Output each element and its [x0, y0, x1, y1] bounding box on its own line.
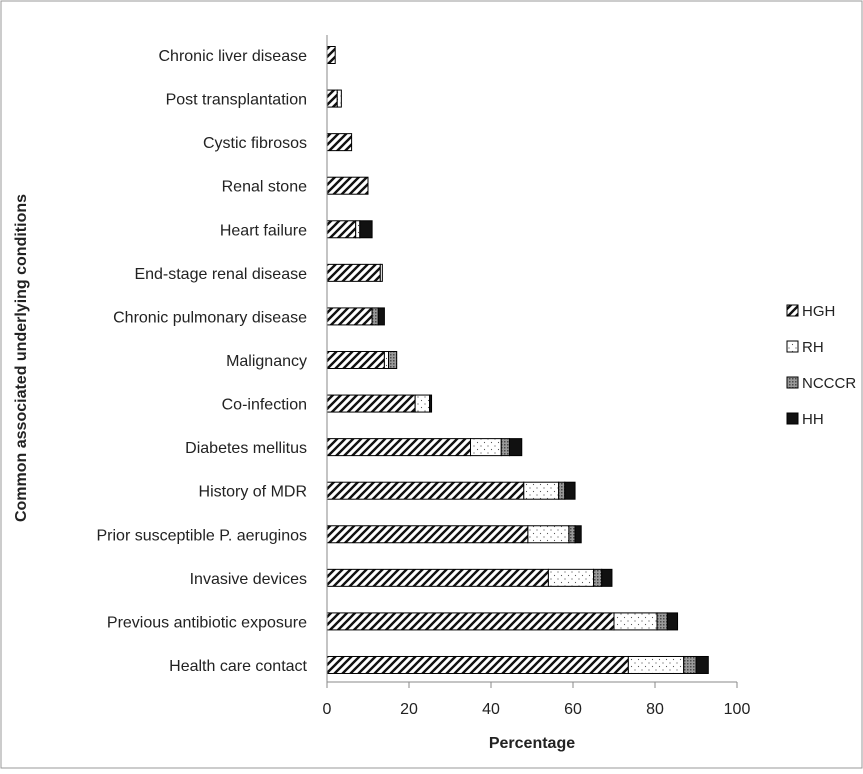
- bar-ncccr-chronic-pulmonary-disease: [371, 307, 379, 326]
- bar-hh-diabetes-mellitus: [508, 438, 523, 457]
- bar-ncccr-invasive-devices: [593, 568, 603, 587]
- bar-ncccr-previous-antibiotic-exposure: [656, 612, 668, 631]
- bar-hgh-co-infection: [326, 394, 416, 413]
- bar-hgh-previous-antibiotic-exposure: [326, 612, 615, 631]
- category-label-co-infection: Co-infection: [222, 397, 307, 414]
- bar-ncccr-diabetes-mellitus: [500, 438, 510, 457]
- category-label-cystic-fibrosos: Cystic fibrosos: [203, 135, 307, 152]
- bar-hgh-heart-failure: [326, 220, 357, 239]
- bar-ncccr-history-of-mdr: [558, 481, 566, 500]
- bar-ncccr-malignancy: [388, 350, 398, 369]
- bar-rh-end-stage-renal-disease: [379, 263, 383, 282]
- x-tick-label-0: 0: [323, 701, 332, 718]
- bar-rh-health-care-contact: [627, 655, 685, 674]
- legend-swatch-hh: [786, 412, 799, 425]
- x-tick-label-80: 80: [646, 701, 664, 718]
- bar-hgh-health-care-contact: [326, 655, 629, 674]
- bar-hgh-cystic-fibrosos: [326, 133, 353, 152]
- bar-hgh-chronic-liver-disease: [326, 46, 336, 64]
- category-label-chronic-pulmonary-disease: Chronic pulmonary disease: [113, 309, 307, 326]
- x-tick-label-20: 20: [400, 701, 418, 718]
- bar-hgh-chronic-pulmonary-disease: [326, 307, 373, 326]
- bar-rh-diabetes-mellitus: [470, 438, 502, 457]
- bar-hh-chronic-pulmonary-disease: [377, 307, 385, 326]
- x-axis-ticks: 0 20 40 60 80 100: [323, 682, 751, 718]
- bar-hh-co-infection: [429, 394, 433, 413]
- category-label-end-stage-renal-disease: End-stage renal disease: [134, 266, 307, 283]
- x-tick-label-40: 40: [482, 701, 500, 718]
- category-label-prior-susceptible-p-aeruginos: Prior susceptible P. aeruginos: [97, 527, 308, 544]
- bar-rh-invasive-devices: [547, 568, 595, 587]
- bar-rh-previous-antibiotic-exposure: [613, 612, 658, 631]
- legend-label-hh: HH: [802, 411, 824, 428]
- bar-hh-invasive-devices: [601, 568, 613, 587]
- bar-rh-history-of-mdr: [523, 481, 560, 500]
- legend-swatch-rh: [786, 340, 799, 353]
- legend-swatch-hgh: [786, 304, 799, 317]
- legend-label-hgh: HGH: [802, 303, 835, 320]
- bar-hh-health-care-contact: [695, 655, 709, 674]
- category-label-previous-antibiotic-exposure: Previous antibiotic exposure: [107, 614, 307, 631]
- x-axis-title: Percentage: [489, 735, 575, 752]
- legend-label-rh: RH: [802, 339, 824, 356]
- bar-rh-co-infection: [414, 394, 430, 413]
- x-tick-label-60: 60: [564, 701, 582, 718]
- bar-ncccr-prior-susceptible-p-aeruginos: [568, 525, 576, 544]
- bar-hgh-history-of-mdr: [326, 481, 525, 500]
- x-tick-label-100: 100: [724, 701, 751, 718]
- bar-rh-malignancy: [383, 350, 389, 369]
- bar-hgh-renal-stone: [326, 176, 369, 195]
- category-labels: Chronic liver disease Post transplantatio…: [97, 48, 308, 675]
- bars-group: [326, 46, 709, 674]
- category-label-heart-failure: Heart failure: [220, 222, 307, 239]
- category-label-malignancy: Malignancy: [226, 353, 307, 370]
- bar-hgh-end-stage-renal-disease: [326, 263, 381, 282]
- bar-hh-prior-susceptible-p-aeruginos: [574, 525, 582, 544]
- bar-hh-previous-antibiotic-exposure: [666, 612, 679, 631]
- bar-rh-prior-susceptible-p-aeruginos: [527, 525, 570, 544]
- category-label-invasive-devices: Invasive devices: [190, 571, 307, 588]
- legend-label-ncccr: NCCCR: [802, 375, 856, 392]
- y-axis-title: Common associated underlying conditions: [13, 194, 30, 522]
- category-label-post-transplantation: Post transplantation: [166, 92, 307, 109]
- bar-hgh-invasive-devices: [326, 568, 549, 587]
- category-label-health-care-contact: Health care contact: [169, 658, 307, 675]
- legend-swatch-ncccr: [786, 376, 799, 389]
- bar-hgh-diabetes-mellitus: [326, 438, 471, 457]
- bar-ncccr-health-care-contact: [683, 655, 697, 674]
- bar-rh-heart-failure: [355, 220, 361, 239]
- bar-hgh-prior-susceptible-p-aeruginos: [326, 525, 529, 544]
- category-label-chronic-liver-disease: Chronic liver disease: [158, 48, 307, 65]
- bar-hh-history-of-mdr: [564, 481, 576, 500]
- legend: HGH RH NCCCR HH: [786, 303, 856, 428]
- category-label-diabetes-mellitus: Diabetes mellitus: [185, 440, 307, 457]
- bar-hgh-post-transplantation: [326, 89, 338, 108]
- bar-rh-post-transplantation: [336, 89, 342, 108]
- category-label-renal-stone: Renal stone: [222, 179, 307, 196]
- bar-hgh-malignancy: [326, 350, 385, 369]
- category-label-history-of-mdr: History of MDR: [199, 484, 307, 501]
- bar-hh-heart-failure: [359, 220, 373, 239]
